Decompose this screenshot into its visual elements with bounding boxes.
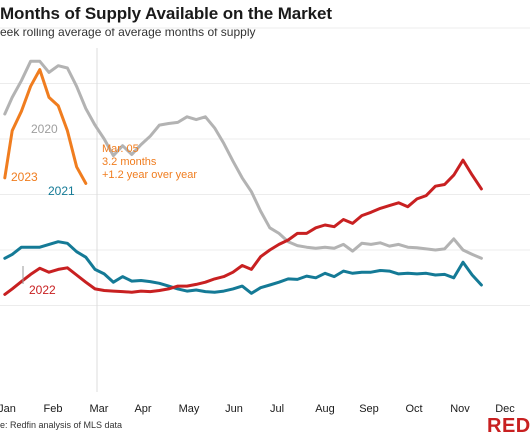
x-tick-label-aug: Aug (315, 403, 335, 415)
x-tick-label-nov: Nov (450, 403, 470, 415)
series-label-2021: 2021 (48, 184, 75, 198)
x-tick-label-apr: Apr (134, 403, 151, 415)
x-tick-label-oct: Oct (405, 403, 422, 415)
chart-title: Months of Supply Available on the Market (0, 4, 332, 23)
source-note: e: Redfin analysis of MLS data (0, 420, 123, 430)
series-label-2020: 2020 (31, 122, 58, 136)
x-tick-label-feb: Feb (44, 403, 63, 415)
annotation-date: Mar. 05 (102, 143, 139, 155)
series-label-2023: 2023 (11, 170, 38, 184)
series-line-2021 (3, 240, 483, 295)
x-tick-label-jan: Jan (0, 403, 16, 415)
annotation-change: +1.2 year over year (102, 169, 197, 181)
x-tick-label-mar: Mar (90, 403, 109, 415)
series-label-2022: 2022 (29, 283, 56, 297)
x-tick-label-jun: Jun (225, 403, 243, 415)
series-lines (3, 59, 483, 296)
x-tick-label-may: May (179, 403, 200, 415)
series-line-2023 (3, 68, 88, 185)
x-tick-label-dec: Dec (495, 403, 515, 415)
gridlines (0, 27, 530, 306)
annotation-value: 3.2 months (102, 156, 157, 168)
x-tick-label-jul: Jul (270, 403, 284, 415)
x-axis-tick-labels: Jan Feb Mar Apr May Jun Jul Aug Sep Oct Nov Dec (0, 403, 515, 415)
redfin-logo: REDFI (487, 415, 530, 437)
series-line-2020 (3, 59, 483, 260)
series-line-2022 (3, 158, 483, 296)
x-tick-label-sep: Sep (359, 403, 379, 415)
